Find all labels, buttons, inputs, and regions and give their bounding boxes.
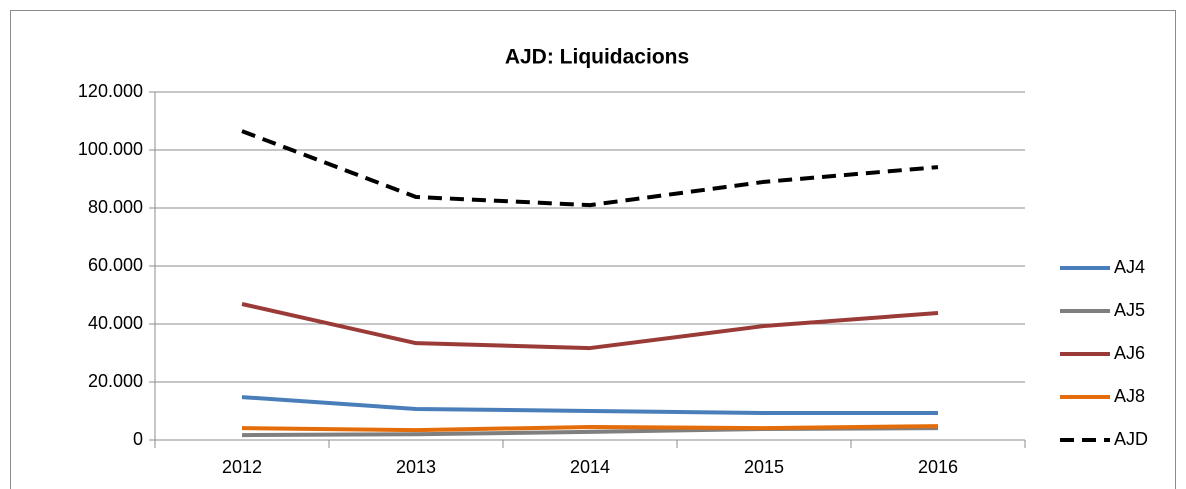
x-tick-label: 2015: [744, 457, 784, 477]
chart-title: AJD: Liquidacions: [505, 46, 689, 69]
legend-label: AJD: [1114, 429, 1148, 449]
y-tick-label: 40.000: [88, 313, 143, 333]
x-tick-label: 2013: [396, 457, 436, 477]
legend-label: AJ8: [1114, 386, 1145, 406]
y-tick-label: 80.000: [88, 197, 143, 217]
series-line: [241, 129, 939, 208]
series-line: [241, 424, 939, 433]
series-line: [241, 302, 939, 351]
x-tick-label: 2016: [918, 457, 958, 477]
legend-label: AJ4: [1114, 257, 1145, 277]
x-tick-label: 2012: [222, 457, 262, 477]
series-line: [241, 395, 938, 416]
y-tick-label: 120.000: [78, 81, 143, 101]
x-tick-label: 2014: [570, 457, 610, 477]
y-tick-label: 20.000: [88, 371, 143, 391]
legend-label: AJ6: [1114, 343, 1145, 363]
legend-label: AJ5: [1114, 300, 1145, 320]
y-tick-label: 100.000: [78, 139, 143, 159]
chart-border: [10, 10, 1176, 489]
y-tick-label: 60.000: [88, 255, 143, 275]
y-tick-label: 0: [133, 429, 143, 449]
